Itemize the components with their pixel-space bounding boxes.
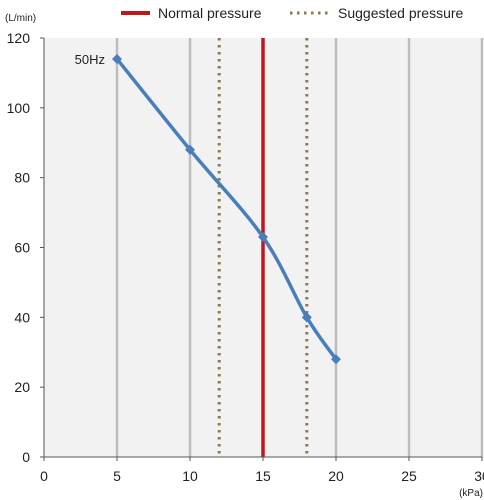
series-label-0: 50Hz — [75, 52, 105, 67]
y-tick-label-120: 120 — [7, 30, 31, 46]
legend: Normal pressure Suggested pressure — [121, 5, 464, 21]
data-point-0-3 — [301, 312, 312, 323]
data-point-0-4 — [331, 354, 341, 365]
x-tick-label-10: 10 — [182, 468, 198, 484]
x-unit-label: (kPa) — [459, 488, 483, 499]
x-tick-label-5: 5 — [113, 468, 121, 484]
data-point-0-0 — [112, 53, 122, 64]
y-tick-label-60: 60 — [14, 240, 30, 256]
y-unit-label: (L/min) — [5, 13, 36, 24]
axes: 0 20 40 60 80 100 120 0 5 10 15 20 25 30 (L/min) (kPa) — [5, 13, 484, 499]
data-point-0-1 — [185, 144, 195, 155]
legend-label-1: Suggested pressure — [338, 5, 464, 21]
y-tick-label-40: 40 — [14, 309, 30, 325]
y-tick-label-20: 20 — [14, 379, 30, 395]
x-tick-label-0: 0 — [40, 468, 48, 484]
y-tick-label-100: 100 — [7, 100, 31, 116]
legend-label-0: Normal pressure — [158, 5, 262, 21]
series-layer: 50Hz — [75, 52, 341, 365]
x-tick-label-15: 15 — [255, 468, 271, 484]
x-tick-label-30: 30 — [474, 468, 484, 484]
x-tick-label-20: 20 — [328, 468, 344, 484]
y-tick-label-80: 80 — [14, 170, 30, 186]
y-tick-label-0: 0 — [22, 449, 30, 465]
reference-lines — [217, 38, 309, 457]
data-point-0-2 — [258, 232, 268, 243]
x-tick-label-25: 25 — [401, 468, 417, 484]
series-line-0 — [115, 57, 338, 361]
